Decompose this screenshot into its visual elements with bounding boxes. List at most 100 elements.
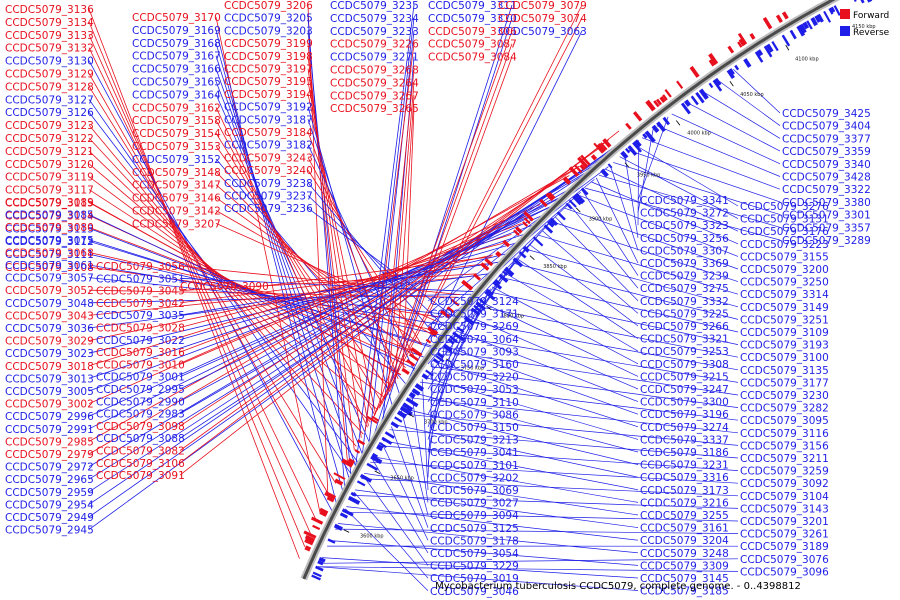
gene-label: CCDC5079_3075	[5, 235, 94, 247]
reverse-gene-feature	[414, 383, 425, 392]
gene-label: CCDC5079_3121	[5, 146, 94, 158]
scale-tick-mark	[374, 470, 381, 475]
forward-gene-feature	[401, 367, 410, 375]
gene-label: CCDC5079_3164	[132, 89, 221, 101]
label-leader-line	[88, 175, 570, 442]
forward-gene-feature	[539, 198, 548, 208]
gene-label: CCDC5079_3301	[782, 210, 871, 222]
reverse-gene-feature	[370, 454, 383, 465]
scale-tick-mark	[486, 305, 492, 311]
scale-tick-label: 3850 kbp	[543, 264, 567, 270]
gene-label: CCDC5079_3064	[430, 334, 519, 346]
label-leader-line	[641, 137, 781, 190]
label-leader-line	[427, 245, 529, 377]
gene-label: CCDC5079_3092	[740, 478, 829, 490]
gene-label: CCDC5079_3036	[5, 323, 94, 335]
gene-label: CCDC5079_3314	[740, 289, 829, 301]
label-leader-line	[307, 81, 369, 426]
reverse-gene-feature	[318, 557, 326, 563]
forward-gene-feature	[425, 338, 432, 344]
reverse-gene-feature	[644, 130, 656, 143]
gene-label: CCDC5079_3127	[5, 94, 94, 106]
label-leader-line	[215, 107, 368, 428]
scale-tick-label: 3950 kbp	[637, 172, 661, 178]
gene-label: CCDC5079_3220	[430, 372, 519, 384]
scale-tick-mark	[675, 120, 681, 126]
forward-gene-feature	[737, 32, 748, 45]
gene-label: CCDC5079_3306	[428, 26, 517, 38]
reverse-gene-feature	[522, 245, 530, 253]
gene-label: CCDC5079_3042	[96, 298, 185, 310]
label-leader-line	[355, 489, 639, 528]
gene-label: CCDC5079_3234	[330, 13, 419, 25]
label-leader-line	[391, 426, 429, 528]
reverse-gene-feature	[435, 354, 445, 363]
reverse-gene-feature	[478, 298, 487, 305]
label-leader-line	[88, 8, 300, 559]
label-leader-line	[605, 168, 739, 232]
gene-label: CCDC5079_3207	[132, 218, 221, 230]
reverse-gene-feature	[312, 571, 322, 578]
reverse-gene-feature	[411, 388, 421, 396]
forward-gene-feature	[357, 439, 366, 446]
label-leader-line	[464, 320, 739, 371]
gene-label: CCDC5079_3090	[180, 281, 269, 293]
forward-gene-feature	[406, 359, 416, 367]
forward-gene-feature	[319, 511, 327, 517]
label-leader-line	[368, 30, 415, 450]
label-leader-line	[319, 558, 739, 564]
label-leader-line	[379, 445, 739, 471]
label-leader-line	[307, 169, 423, 345]
gene-label: CCDC5079_3223	[740, 239, 829, 251]
reverse-gene-feature	[633, 139, 642, 148]
forward-gene-feature	[548, 192, 556, 199]
reverse-gene-feature	[442, 343, 453, 353]
reverse-gene-feature	[432, 358, 440, 365]
gene-label: CCDC5079_3057	[5, 273, 94, 285]
label-leader-line	[564, 207, 739, 270]
forward-gene-feature	[304, 537, 314, 546]
reverse-gene-feature	[473, 304, 483, 313]
reverse-gene-feature	[853, 0, 857, 2]
gene-label: CCDC5079_3268	[330, 65, 419, 77]
reverse-gene-feature	[607, 163, 613, 169]
gene-label: CCDC5079_3225	[640, 308, 729, 320]
label-leader-line	[371, 458, 429, 554]
label-leader-line	[353, 491, 429, 579]
forward-gene-feature	[427, 325, 439, 336]
reverse-gene-feature	[729, 68, 735, 75]
gene-label: CCDC5079_3369	[640, 258, 729, 270]
scale-tick-label: 3900 kbp	[589, 217, 613, 223]
label-leader-line	[317, 566, 739, 572]
gene-label: CCDC5079_3155	[740, 251, 829, 263]
gene-label: CCDC5079_3023	[5, 348, 94, 360]
reverse-gene-feature	[421, 373, 429, 380]
reverse-gene-feature	[315, 565, 324, 572]
label-leader-line	[88, 21, 306, 547]
gene-label: CCDC5079_3200	[740, 264, 829, 276]
gene-label: CCDC5079_3226	[330, 39, 419, 51]
gene-label: CCDC5079_3425	[782, 108, 871, 120]
scale-tick-label: 3600 kbp	[360, 534, 384, 540]
label-leader-line	[550, 221, 739, 282]
scale-tick-mark	[343, 529, 350, 533]
gene-label: CCDC5079_3272	[640, 208, 729, 220]
gene-label: CCDC5079_3177	[740, 377, 829, 389]
forward-gene-feature	[410, 347, 423, 358]
gene-label: CCDC5079_3126	[5, 107, 94, 119]
reverse-gene-feature	[518, 251, 527, 259]
gene-label: CCDC5079_3088	[96, 433, 185, 445]
label-leader-line	[525, 248, 739, 308]
reverse-gene-feature	[796, 25, 806, 37]
label-leader-line	[88, 193, 568, 430]
label-leader-line	[307, 30, 352, 480]
gene-label: CCDC5079_3310	[428, 13, 517, 25]
forward-gene-feature	[775, 14, 783, 23]
gene-label: CCDC5079_3046	[430, 586, 519, 598]
label-leader-line	[352, 495, 739, 509]
gene-label: CCDC5079_3063	[498, 26, 587, 38]
reverse-gene-feature	[771, 41, 779, 52]
gene-label: CCDC5079_3213	[430, 435, 519, 447]
gene-label: CCDC5079_3131	[740, 214, 829, 226]
gene-label: CCDC5079_2983	[96, 409, 185, 421]
